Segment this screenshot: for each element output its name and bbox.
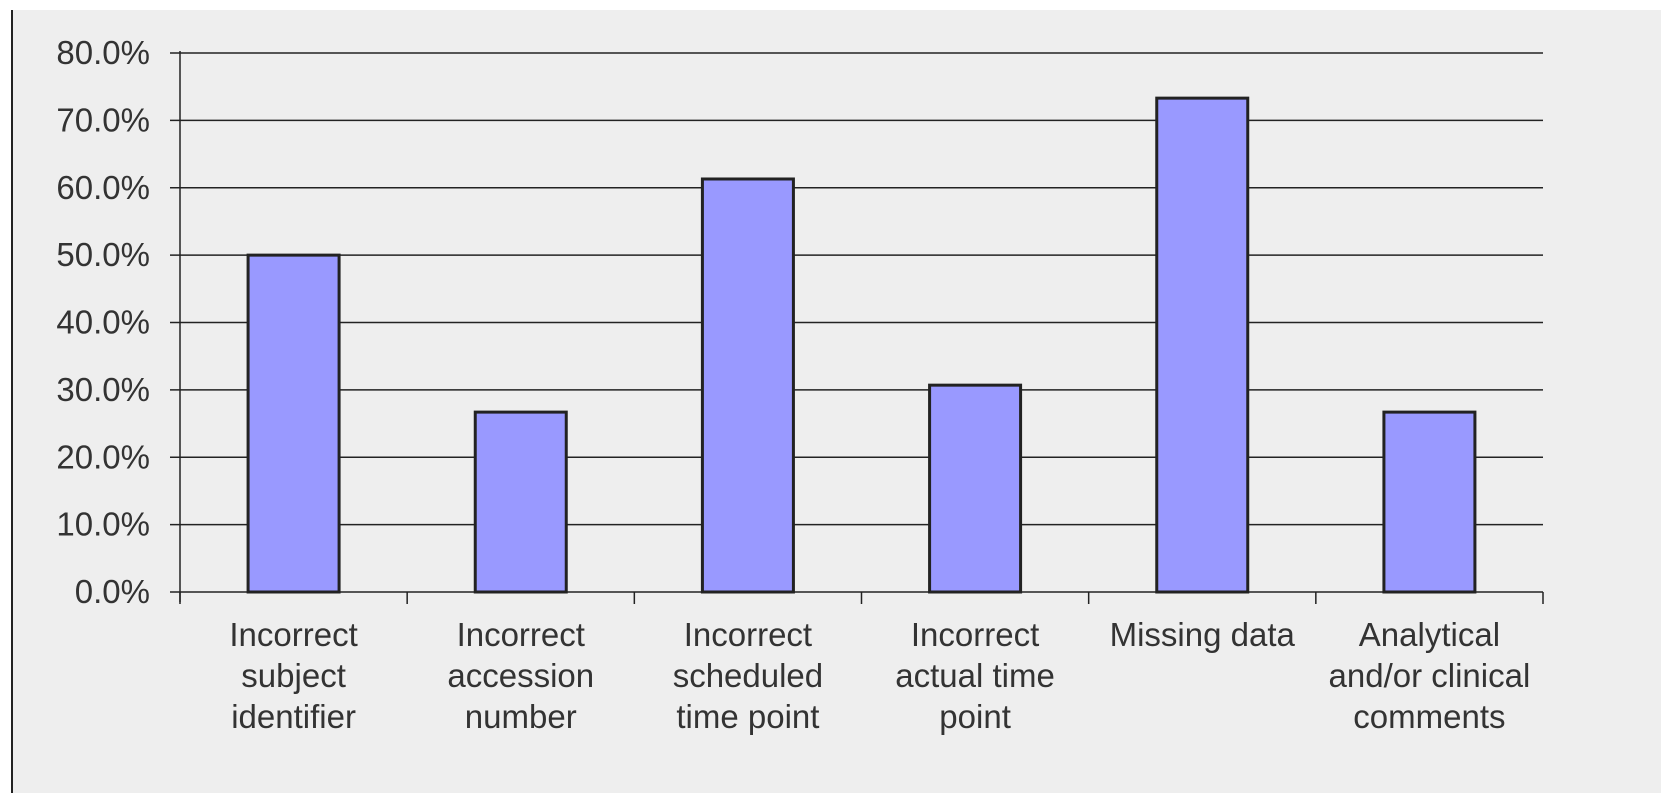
y-tick-label: 60.0%: [56, 169, 150, 206]
y-tick-label: 30.0%: [56, 371, 150, 408]
x-axis: [179, 51, 1544, 604]
x-category-label-line: Incorrect: [457, 616, 585, 653]
x-category-label-line: Missing data: [1110, 616, 1296, 653]
bars: [246, 96, 1477, 594]
x-category-label-line: comments: [1353, 698, 1505, 735]
gridlines: [170, 52, 1543, 593]
x-category-label: Incorrect scheduled time point: [673, 616, 823, 735]
x-category-label: Missing data: [1110, 616, 1296, 653]
x-category-label-line: identifier: [231, 698, 356, 735]
y-tick-label: 10.0%: [56, 506, 150, 543]
y-tick-label: 80.0%: [56, 34, 150, 71]
x-category-label: Incorrect subject identifier: [229, 616, 357, 735]
bar: [1382, 410, 1477, 594]
y-tick-label: 50.0%: [56, 236, 150, 273]
x-category-label-line: Analytical: [1359, 616, 1500, 653]
y-tick-label: 70.0%: [56, 101, 150, 138]
x-category-label: Analytical and/or clinical comments: [1329, 616, 1531, 735]
x-category-label-line: and/or clinical: [1329, 657, 1531, 694]
x-category-label: Incorrect actual time point: [895, 616, 1055, 735]
x-axis-category-labels: Incorrect subject identifier Incorrect acces…: [229, 616, 1530, 735]
x-category-label-line: scheduled: [673, 657, 823, 694]
bar: [473, 410, 568, 594]
bar: [928, 383, 1023, 594]
x-category-label: Incorrect accession number: [447, 616, 594, 735]
bar: [246, 253, 341, 594]
x-category-label-line: point: [939, 698, 1011, 735]
x-category-label-line: time point: [676, 698, 819, 735]
y-tick-label: 40.0%: [56, 304, 150, 341]
x-category-label-line: Incorrect: [684, 616, 812, 653]
x-category-label-line: actual time: [895, 657, 1055, 694]
x-category-label-line: subject: [241, 657, 346, 694]
bar: [1155, 96, 1250, 594]
x-category-label-line: Incorrect: [911, 616, 1039, 653]
x-category-label-line: number: [465, 698, 577, 735]
x-category-label-line: Incorrect: [229, 616, 357, 653]
x-category-label-line: accession: [447, 657, 594, 694]
y-tick-label: 0.0%: [75, 573, 150, 610]
y-tick-label: 20.0%: [56, 438, 150, 475]
bar: [700, 177, 795, 594]
y-axis-tick-labels: 0.0% 10.0% 20.0% 30.0% 40.0% 50.0% 60.0% 70.0% 8…: [56, 34, 150, 610]
